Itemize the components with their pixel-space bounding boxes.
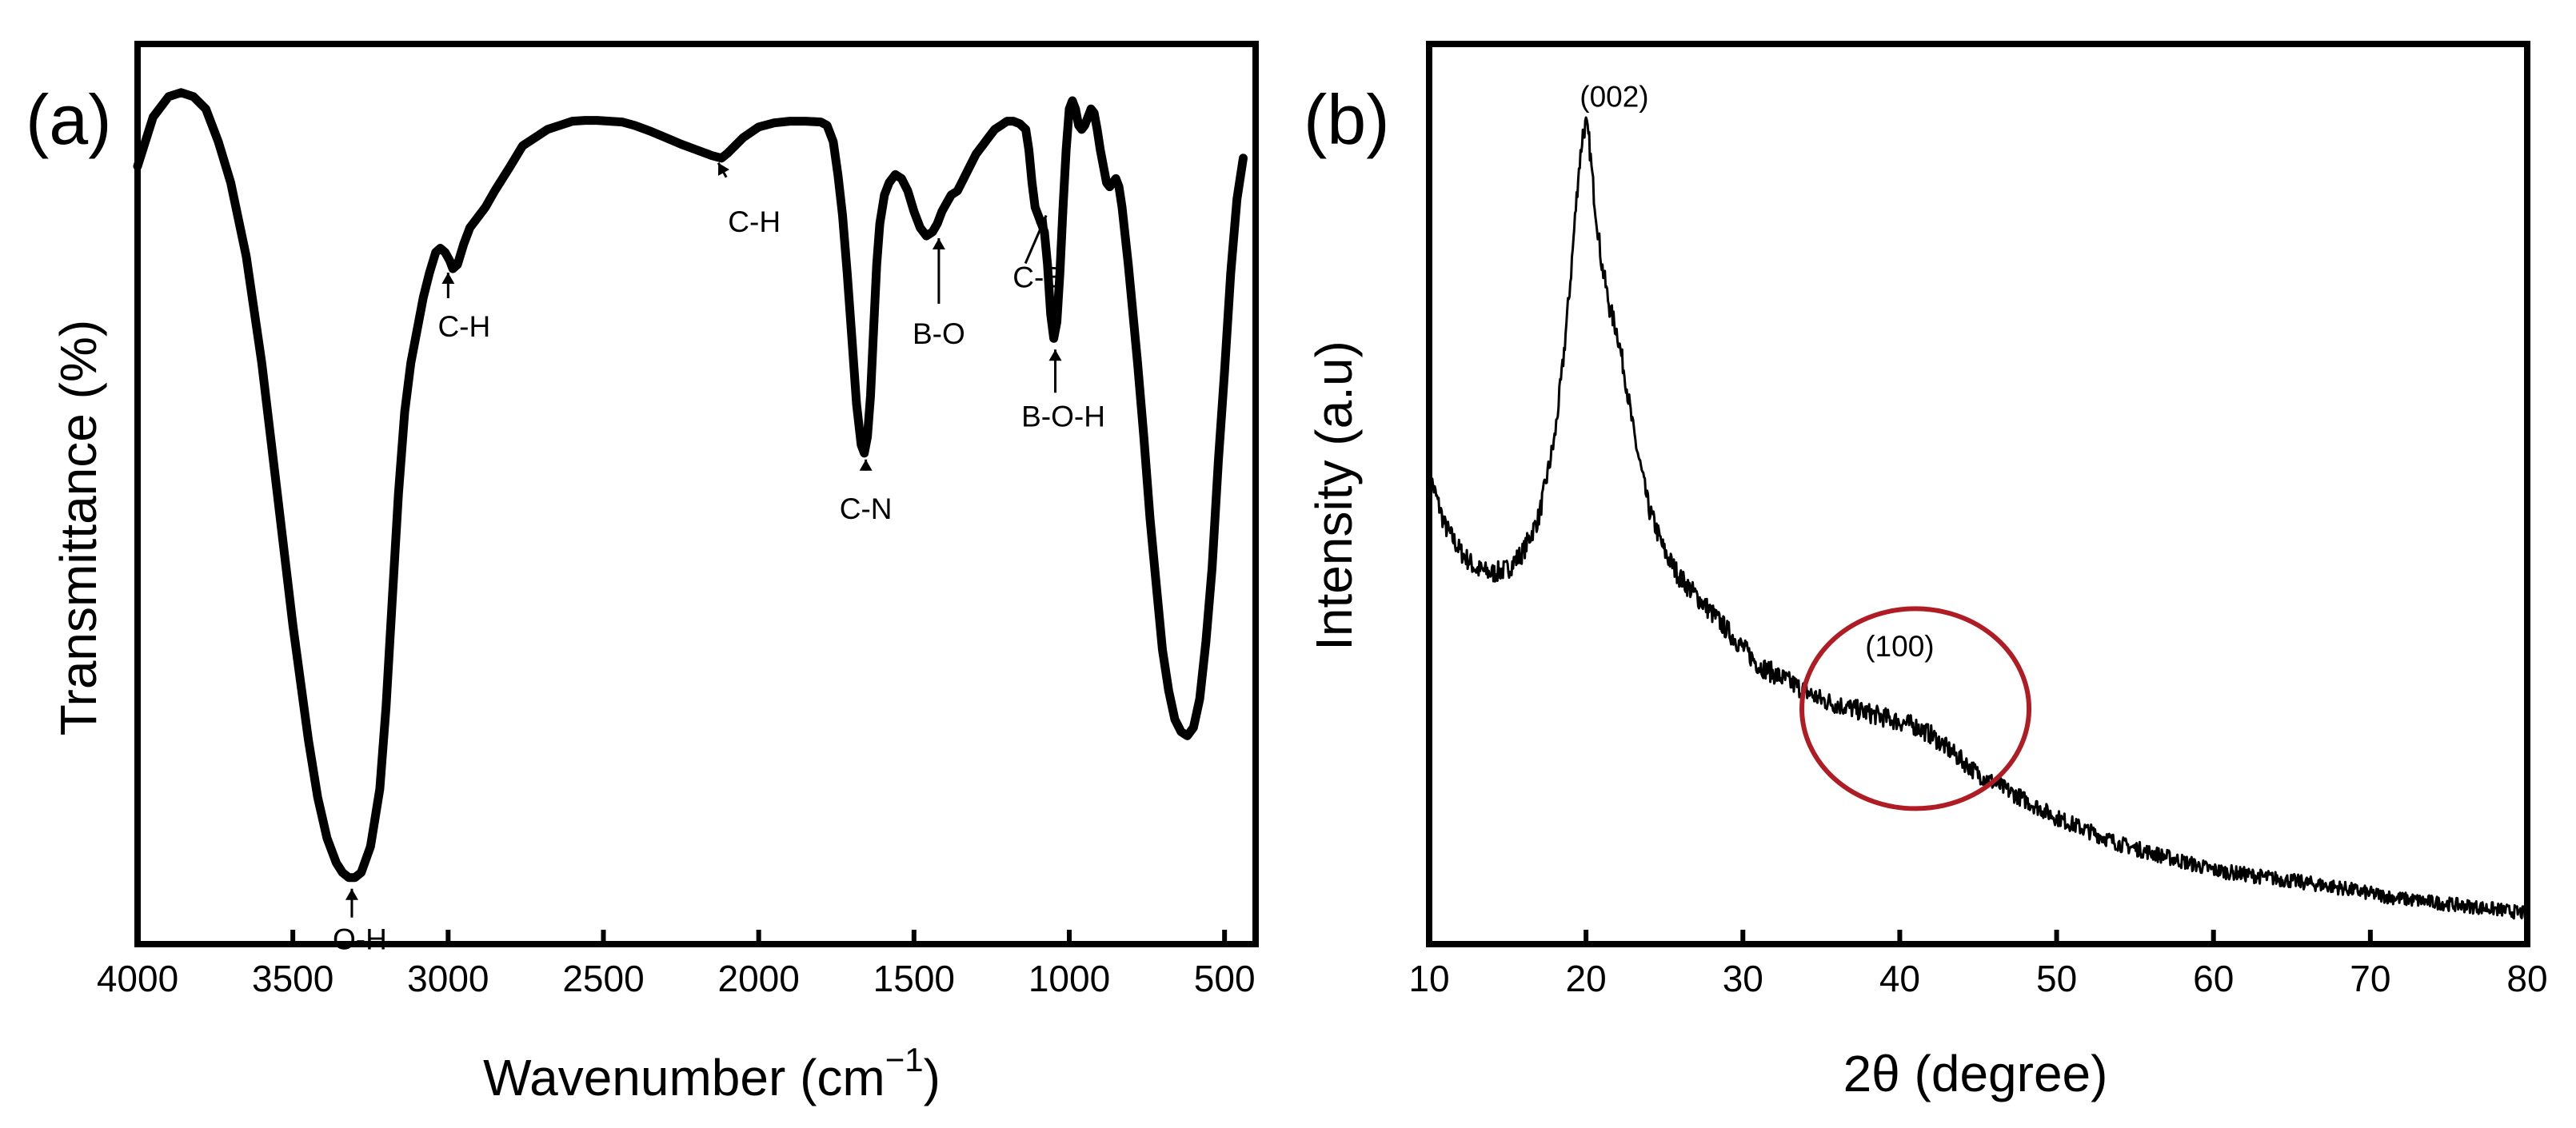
panel-b-highlight-ellipse <box>1799 606 2032 811</box>
panel-b-tick-label: 10 <box>1408 958 1449 999</box>
panel-b-tick-label: 30 <box>1723 958 1763 999</box>
panel-a-annotations: C-H O-H C-H C-N B-O C-B B-O-H <box>333 162 1105 956</box>
ftir-trace <box>133 88 1248 883</box>
panel-a-tick-label: 1000 <box>1028 958 1110 999</box>
peak-annotation-label: B-O-H <box>1021 400 1105 432</box>
panel-a-label: (a) <box>26 80 112 159</box>
peak-annotation-label: C-H <box>437 310 490 343</box>
peak-annotation-label: (100) <box>1865 630 1934 663</box>
peak-annotation-label: O-H <box>333 923 387 956</box>
panel-a-ylabel: Transmittance (%) <box>50 320 107 735</box>
panel-b-tick-label: 40 <box>1879 958 1920 999</box>
panel-a-tick-label: 3500 <box>252 958 333 999</box>
panel-a-ticks: 4000 3500 3000 2500 2000 1500 1000 500 <box>97 930 1256 999</box>
annotation-arrowhead <box>441 273 455 284</box>
panel-a-frame <box>134 41 1259 947</box>
xrd-panel: (b) Intensity (a.u) 2θ (degree) 10 20 30 40… <box>1304 41 2548 1102</box>
annotation-arrowhead <box>932 238 945 249</box>
panel-a-xlabel: Wavenumber (cm−1) <box>483 1041 941 1106</box>
peak-annotation-label: C-H <box>728 205 781 238</box>
panel-b-ticks: 10 20 30 40 50 60 70 80 <box>1408 930 2548 999</box>
panel-b-tick-label: 20 <box>1566 958 1607 999</box>
panel-b-tick-label: 70 <box>2350 958 2390 999</box>
panel-a-xlabel-suffix: ) <box>924 1049 941 1106</box>
panel-a-tick-label: 500 <box>1194 958 1256 999</box>
ftir-panel: (a) Transmittance (%) Wavenumber (cm−1) … <box>26 41 1259 1106</box>
peak-annotation-label: (002) <box>1580 81 1648 114</box>
annotation-arrowhead <box>1036 215 1048 229</box>
annotation-arrowhead <box>345 888 358 900</box>
panel-b-frame <box>1426 41 2530 947</box>
annotation-arrowhead <box>717 162 729 176</box>
panel-a-xlabel-superscript: −1 <box>885 1041 924 1078</box>
panel-a-tick-label: 3000 <box>407 958 489 999</box>
panel-a-tick-label: 1500 <box>873 958 955 999</box>
panel-b-annotations: (002) (100) <box>1580 81 1934 663</box>
peak-annotation-label: B-O <box>913 317 965 350</box>
panel-b-ylabel: Intensity (a.u) <box>1305 341 1363 651</box>
panel-a-tick-label: 4000 <box>97 958 178 999</box>
panel-b-label: (b) <box>1304 80 1390 159</box>
annotation-arrowhead <box>1048 349 1062 361</box>
panel-a-xlabel-main: Wavenumber (cm <box>483 1049 885 1106</box>
panel-b-tick-label: 80 <box>2506 958 2547 999</box>
panel-a-tick-label: 2000 <box>717 958 799 999</box>
peak-annotation-label: C-N <box>840 492 893 525</box>
panel-b-tick-label: 50 <box>2036 958 2077 999</box>
panel-b-tick-label: 60 <box>2193 958 2234 999</box>
peak-annotation-label: C-B <box>1012 261 1064 294</box>
xrd-trace <box>1428 116 2529 920</box>
annotation-arrowhead <box>859 459 873 471</box>
panel-b-xlabel: 2θ (degree) <box>1843 1045 2108 1102</box>
panel-a-tick-label: 2500 <box>562 958 644 999</box>
